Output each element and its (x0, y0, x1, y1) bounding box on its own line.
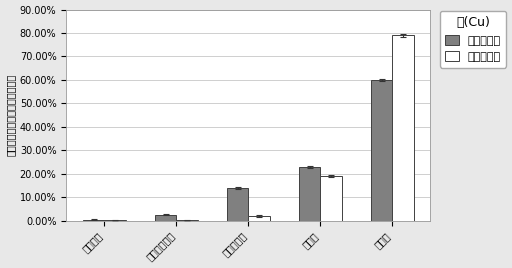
Bar (83, 219, 104, 221)
Bar (321, 176, 342, 221)
Bar (227, 188, 248, 221)
Bar (392, 35, 414, 221)
Bar (371, 80, 392, 221)
Bar (155, 215, 176, 221)
Y-axis label: 每级分组占重金属总量的百分比: 每级分组占重金属总量的百分比 (6, 74, 15, 156)
Legend: 样地熏之前, 样地熏之后: 样地熏之前, 样地熏之后 (440, 11, 506, 68)
Bar (248, 216, 270, 221)
Bar (298, 167, 321, 221)
